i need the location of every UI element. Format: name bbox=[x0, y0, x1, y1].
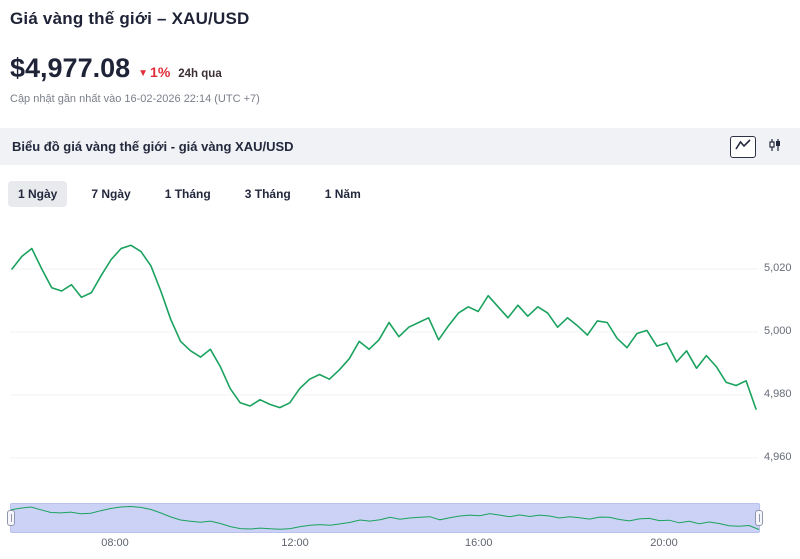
tab-3-months[interactable]: 3 Tháng bbox=[235, 181, 301, 207]
change-period-label: 24h qua bbox=[178, 68, 222, 80]
price-chart[interactable]: 5,020 5,000 4,980 4,960 bbox=[10, 228, 792, 480]
navigator-svg bbox=[10, 505, 760, 530]
y-axis-tick-label: 4,960 bbox=[764, 450, 792, 463]
x-axis-tick-label: 20:00 bbox=[650, 537, 678, 549]
candlestick-chart-button[interactable] bbox=[762, 136, 788, 158]
y-axis-tick-label: 4,980 bbox=[764, 387, 792, 400]
last-updated-text: Cập nhật gần nhất vào 16-02-2026 22:14 (… bbox=[10, 93, 260, 105]
x-axis-tick-label: 12:00 bbox=[281, 537, 309, 549]
y-axis-tick-label: 5,020 bbox=[764, 261, 792, 274]
gridlines-group bbox=[10, 268, 758, 459]
chart-title: Biểu đồ giá vàng thế giới - giá vàng XAU… bbox=[12, 139, 294, 154]
page-title: Giá vàng thế giới – XAU/USD bbox=[10, 9, 250, 28]
price-change-badge: ▼ 1% bbox=[138, 64, 170, 80]
range-tabs: 1 Ngày 7 Ngày 1 Tháng 3 Tháng 1 Năm bbox=[8, 181, 371, 207]
navigator-right-handle[interactable] bbox=[755, 510, 763, 526]
line-chart-button[interactable] bbox=[730, 135, 756, 158]
tab-7-days[interactable]: 7 Ngày bbox=[81, 181, 140, 207]
change-percent: 1% bbox=[150, 64, 171, 80]
chart-navigator[interactable] bbox=[7, 503, 763, 533]
chart-header-bar: Biểu đồ giá vàng thế giới - giá vàng XAU… bbox=[0, 128, 800, 165]
y-axis-tick-label: 5,000 bbox=[764, 324, 792, 337]
tab-1-day[interactable]: 1 Ngày bbox=[8, 181, 68, 207]
line-chart-icon bbox=[735, 139, 751, 154]
x-axis-tick-label: 16:00 bbox=[464, 537, 493, 549]
tab-1-year[interactable]: 1 Năm bbox=[315, 181, 371, 207]
price-row: $4,977.08 ▼ 1% 24h qua bbox=[10, 53, 222, 84]
main-chart-svg bbox=[10, 244, 758, 459]
navigator-left-handle[interactable] bbox=[7, 510, 15, 526]
down-arrow-icon: ▼ bbox=[138, 68, 149, 79]
main-chart-line bbox=[11, 244, 757, 410]
x-axis-labels: 08:00 12:00 16:00 20:00 bbox=[10, 537, 760, 553]
x-axis-tick-label: 08:00 bbox=[101, 537, 129, 549]
chart-type-switch bbox=[730, 135, 788, 158]
navigator-line bbox=[10, 505, 760, 530]
current-price: $4,977.08 bbox=[10, 53, 131, 83]
tab-1-month[interactable]: 1 Tháng bbox=[155, 181, 221, 207]
candlestick-icon bbox=[768, 138, 782, 155]
